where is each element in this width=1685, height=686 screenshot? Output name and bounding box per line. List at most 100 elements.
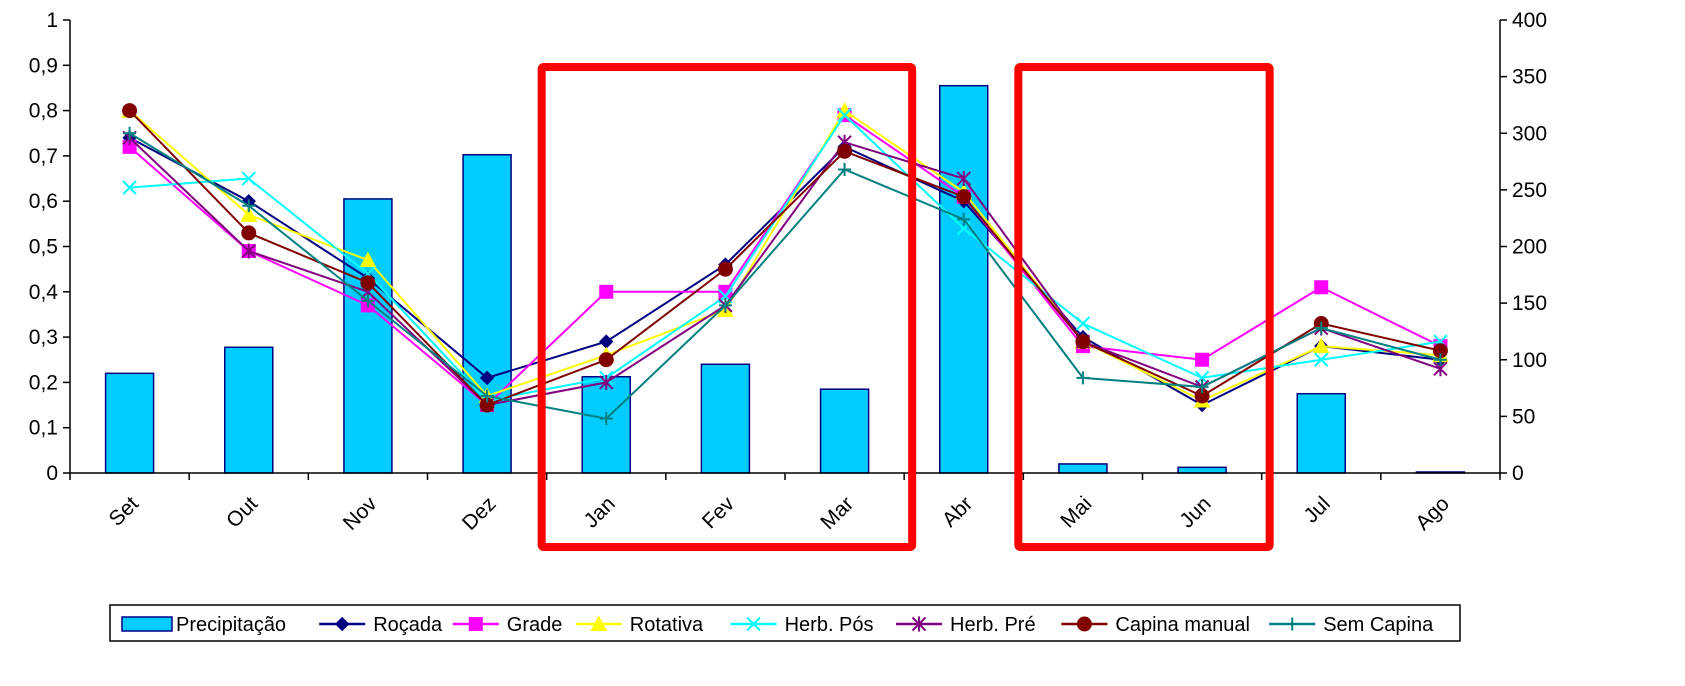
legend-item-precipitacao: Precipitação	[121, 614, 286, 636]
legend-marker-sem-capina	[1285, 617, 1299, 631]
point-sem-capina-fev	[718, 298, 732, 312]
point-sem-capina-ago	[1433, 353, 1447, 367]
series-line-herb-pos	[129, 113, 1441, 402]
bar-dez	[462, 154, 512, 474]
point-sem-capina-dez	[480, 389, 494, 403]
y-tick-label: 0,1	[29, 417, 58, 440]
point-grade-jul	[1314, 280, 1329, 295]
legend-label-capina-manual: Capina manual	[1115, 614, 1250, 636]
point-sem-capina-mar	[838, 162, 852, 176]
legend-marker-herb-pos	[746, 616, 761, 632]
bar-jul	[1296, 392, 1346, 474]
legend-item-herb-pos: Herb. Pós	[730, 614, 874, 636]
legend-marker-rocada	[334, 616, 350, 632]
point-herb-pre-abr	[956, 171, 971, 187]
x-tick-label-set: Set	[105, 492, 144, 531]
bar-mar	[819, 388, 870, 474]
series-line-herb-pre	[128, 137, 1441, 407]
series-line-sem-capina	[129, 132, 1441, 420]
legend-item-rotativa: Rotativa	[575, 614, 704, 636]
point-sem-capina-jul	[1314, 321, 1328, 335]
legend-swatch-precipitacao	[121, 616, 173, 632]
highlight-box-2	[1014, 63, 1274, 551]
y2-tick-label: 350	[1512, 66, 1547, 89]
point-sem-capina-nov	[361, 294, 375, 308]
y2-tick-label: 100	[1512, 349, 1547, 372]
x-tick-label-jul: Jul	[1300, 492, 1335, 527]
y-tick-label: 0,3	[29, 326, 58, 349]
point-capina-manual-abr	[956, 189, 972, 205]
bar-mai	[1058, 463, 1108, 474]
legend-label-grade: Grade	[507, 614, 563, 636]
legend-item-herb-pre: Herb. Pré	[896, 614, 1036, 636]
point-rocada-jan	[599, 334, 614, 349]
y-tick-label: 0	[46, 462, 58, 485]
x-tick-label-jan: Jan	[580, 492, 620, 532]
legend-item-grade: Grade	[452, 614, 563, 636]
point-capina-manual-set	[122, 103, 138, 119]
x-tick-label-abr: Abr	[938, 492, 977, 531]
x-tick-label-fev: Fev	[698, 492, 739, 533]
series-line-grade	[128, 113, 1441, 407]
point-capina-manual-mai	[1075, 334, 1091, 350]
bars-layer	[104, 84, 1466, 474]
y-tick-label: 1	[46, 9, 58, 32]
y-tick-label: 0,6	[29, 190, 58, 213]
point-capina-manual-fev	[717, 261, 733, 277]
lines-layer	[121, 102, 1449, 426]
y2-tick-label: 400	[1512, 9, 1547, 32]
point-herb-pre-out	[241, 243, 256, 259]
point-capina-manual-jan	[598, 352, 614, 368]
y2-tick-label: 250	[1512, 179, 1547, 202]
x-tick-label-out: Out	[222, 492, 262, 532]
legend-item-rocada: Roçada	[319, 614, 443, 636]
point-grade-jan	[599, 284, 614, 299]
point-grade-jun	[1195, 352, 1210, 367]
point-herb-pos-jul	[1314, 352, 1329, 367]
y-tick-label: 0,9	[29, 54, 58, 77]
legend-label-herb-pre: Herb. Pré	[950, 614, 1036, 636]
legend-item-capina-manual: Capina manual	[1061, 614, 1250, 636]
legend-label-sem-capina: Sem Capina	[1323, 614, 1434, 636]
point-rotativa-nov	[359, 251, 377, 268]
y2-tick-label: 150	[1512, 292, 1547, 315]
point-rotativa-jul	[1312, 337, 1330, 354]
point-rocada-dez	[479, 370, 495, 386]
point-herb-pos-mai	[1075, 316, 1091, 331]
series-line-capina-manual	[128, 109, 1441, 407]
point-sem-capina-set	[123, 126, 137, 140]
point-sem-capina-mai	[1076, 371, 1090, 385]
x-tick-label-nov: Nov	[339, 492, 382, 535]
bar-nov	[343, 198, 393, 474]
bar-fev	[700, 363, 751, 474]
point-herb-pos-mar	[837, 107, 852, 123]
point-sem-capina-jan	[599, 412, 613, 426]
y2-tick-label: 0	[1512, 462, 1524, 485]
series-line-rocada	[129, 136, 1441, 407]
x-tick-label-jun: Jun	[1175, 492, 1215, 532]
point-sem-capina-jun	[1195, 380, 1209, 394]
point-sem-capina-abr	[957, 212, 971, 226]
highlight-box-1	[537, 63, 917, 551]
point-capina-manual-mar	[837, 143, 853, 159]
x-tick-label-mai: Mai	[1056, 492, 1096, 532]
legend-marker-capina-manual	[1076, 616, 1092, 632]
legend-item-sem-capina: Sem Capina	[1269, 614, 1434, 636]
point-capina-manual-nov	[360, 275, 376, 291]
legend-label-rocada: Roçada	[373, 614, 443, 636]
y-tick-label: 0,2	[29, 371, 58, 394]
bar-jun	[1177, 466, 1227, 474]
series-line-rotativa	[128, 109, 1441, 402]
x-tick-label-ago: Ago	[1411, 492, 1454, 535]
y-tick-label: 0,4	[29, 281, 59, 304]
point-rotativa-out	[240, 206, 258, 222]
legend-label-precipitacao: Precipitação	[176, 614, 286, 636]
legend: Precipitação Roçada Grade Rotativa Herb. Pós…	[109, 604, 1461, 642]
y-tick-label: 0,7	[29, 145, 58, 168]
point-sem-capina-out	[242, 199, 256, 213]
y2-tick-label: 300	[1512, 122, 1547, 145]
x-tick-label-mar: Mar	[816, 492, 858, 534]
legend-marker-herb-pre	[911, 616, 927, 632]
y-tick-label: 0,5	[29, 236, 58, 259]
